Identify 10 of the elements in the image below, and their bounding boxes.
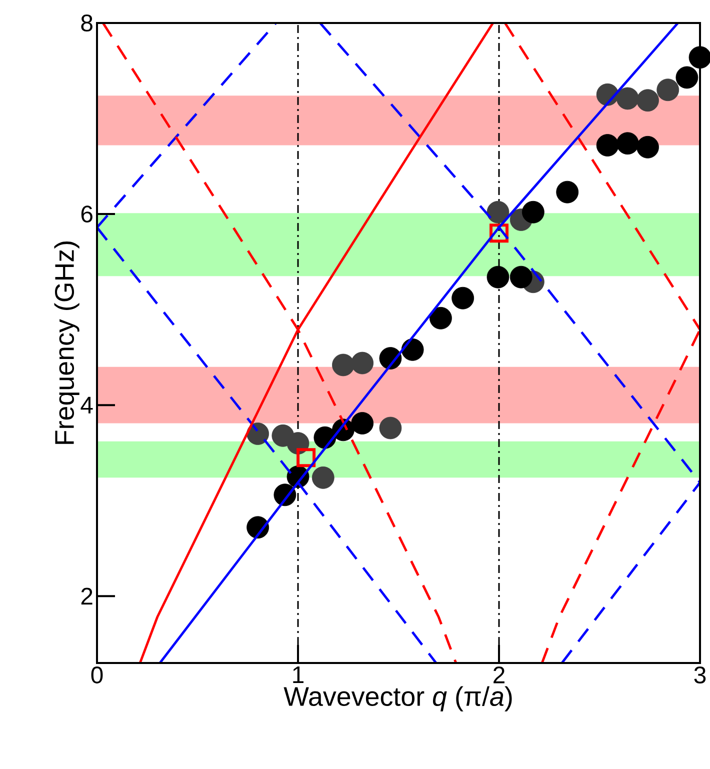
y-tick-label: 2 (81, 588, 92, 604)
x-tick-label: 1 (293, 666, 304, 683)
x-axis-title: Wavevector q (π/a) (284, 686, 512, 712)
y-axis-title: Frequency (GHz) (54, 242, 80, 444)
y-tick-label: 6 (81, 206, 92, 223)
y-tick-label: 8 (81, 14, 92, 32)
x-tick-label: 3 (694, 666, 706, 684)
x-tick-label: 0 (91, 666, 103, 684)
x-tick-label: 2 (494, 666, 504, 684)
y-tick-label: 4 (80, 396, 93, 414)
